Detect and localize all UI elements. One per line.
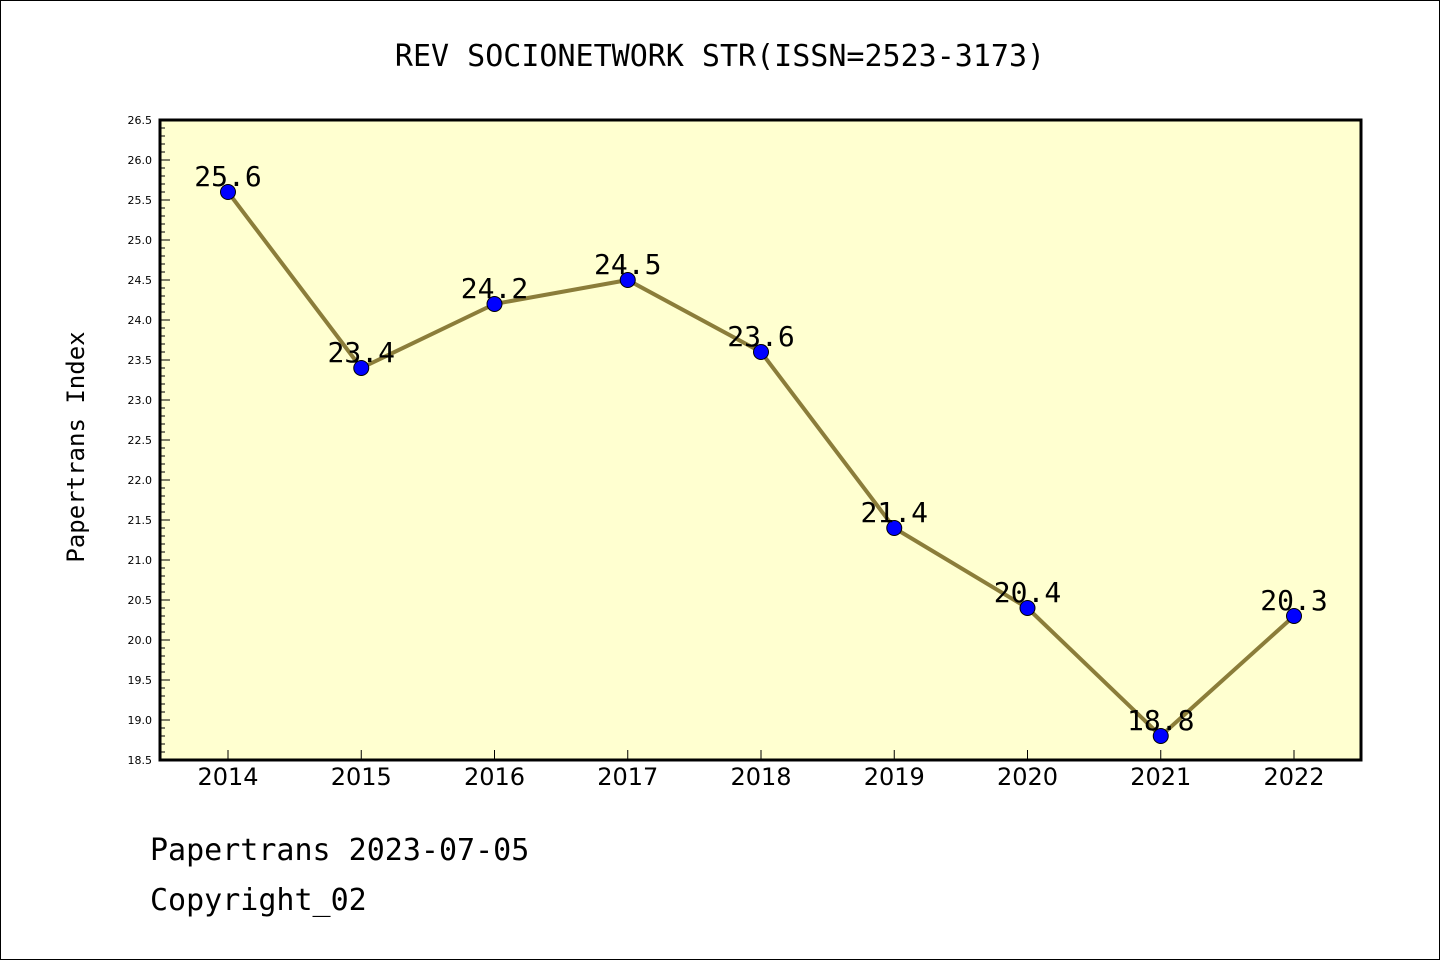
y-tick-label: 24.5 xyxy=(128,274,153,287)
y-tick-label: 25.0 xyxy=(128,234,153,247)
data-label: 20.3 xyxy=(1260,584,1327,617)
y-tick-label: 22.5 xyxy=(128,434,153,447)
y-tick-label: 24.0 xyxy=(128,314,153,327)
y-tick-label: 20.5 xyxy=(128,594,153,607)
footer-date: Papertrans 2023-07-05 xyxy=(150,833,530,868)
data-labels: 25.6 23.4 24.2 24.5 23.6 21.4 20.4 18.8 20.3 xyxy=(194,160,1327,737)
data-label: 25.6 xyxy=(194,160,261,193)
data-label: 18.8 xyxy=(1127,704,1194,737)
data-label: 24.2 xyxy=(461,272,528,305)
x-tick-label: 2015 xyxy=(331,763,392,791)
x-axis: 2014 2015 2016 2017 2018 2019 2020 2021 2022 xyxy=(197,750,1325,791)
data-label: 23.6 xyxy=(727,320,794,353)
data-label: 20.4 xyxy=(994,576,1061,609)
data-point xyxy=(1152,728,1169,744)
data-point xyxy=(886,520,903,536)
data-label: 23.4 xyxy=(328,336,395,369)
series-line xyxy=(220,184,1302,744)
y-tick-label: 21.5 xyxy=(128,514,153,527)
y-tick-label: 19.0 xyxy=(128,714,153,727)
x-tick-label: 2014 xyxy=(197,763,258,791)
data-label: 24.5 xyxy=(594,248,661,281)
footer-copyright: Copyright_02 xyxy=(150,883,367,918)
data-point xyxy=(1286,608,1302,624)
data-point xyxy=(353,360,370,376)
y-tick-label: 26.0 xyxy=(128,154,153,167)
x-tick-label: 2022 xyxy=(1263,763,1324,791)
y-tick-label: 21.0 xyxy=(128,554,153,567)
y-axis-label: Papertrans Index xyxy=(62,331,90,562)
y-axis: 18.5 19.0 19.5 20.0 20.5 21.0 21.5 22.0 22.5 23.0… xyxy=(128,114,170,767)
data-point xyxy=(753,344,769,360)
plot-area xyxy=(160,120,1361,760)
y-tick-label: 26.5 xyxy=(128,114,153,127)
y-tick-label: 22.0 xyxy=(128,474,153,487)
x-tick-label: 2021 xyxy=(1130,763,1191,791)
y-tick-label: 19.5 xyxy=(128,674,153,687)
data-point xyxy=(1019,600,1036,616)
x-tick-label: 2020 xyxy=(997,763,1058,791)
y-tick-label: 23.5 xyxy=(128,354,153,367)
x-tick-label: 2019 xyxy=(864,763,925,791)
data-point xyxy=(619,272,636,288)
data-label: 21.4 xyxy=(861,496,928,529)
y-tick-label: 18.5 xyxy=(128,754,153,767)
chart-title: REV SOCIONETWORK STR(ISSN=2523-3173) xyxy=(395,39,1045,74)
data-point xyxy=(220,184,236,200)
x-tick-label: 2018 xyxy=(730,763,791,791)
x-tick-label: 2016 xyxy=(464,763,525,791)
x-tick-label: 2017 xyxy=(597,763,658,791)
data-point xyxy=(486,296,503,312)
plot-border xyxy=(158,118,1363,762)
y-tick-label: 23.0 xyxy=(128,394,153,407)
y-tick-label: 20.0 xyxy=(128,634,153,647)
y-tick-label: 25.5 xyxy=(128,194,153,207)
